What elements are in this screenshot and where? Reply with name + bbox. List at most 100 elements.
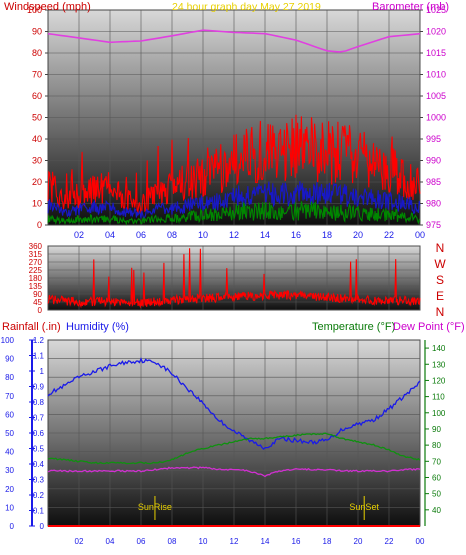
temp-hour-tick-label: 14 bbox=[261, 537, 270, 546]
wind-hour-tick-label: 14 bbox=[260, 230, 270, 240]
temperature-tick-label: 110 bbox=[432, 393, 445, 402]
humidity-tick-label: 60 bbox=[5, 410, 14, 419]
temperature-tick-label: 80 bbox=[432, 441, 441, 450]
temperature-tick-label: 40 bbox=[432, 506, 441, 515]
direction-tick-label: 270 bbox=[29, 258, 43, 267]
humidity-axis-label: Humidity (%) bbox=[66, 321, 129, 333]
humidity-tick-label: 40 bbox=[5, 448, 14, 457]
compass-label: N bbox=[436, 241, 445, 255]
wind-hour-tick-label: 04 bbox=[105, 230, 115, 240]
direction-tick-label: 135 bbox=[29, 282, 43, 291]
windspeed-tick-label: 100 bbox=[27, 5, 42, 15]
sun-event-label: SunSet bbox=[349, 502, 379, 512]
humidity-tick-label: 90 bbox=[5, 355, 14, 364]
humidity-tick-label: 30 bbox=[5, 466, 14, 475]
temperature-tick-label: 100 bbox=[432, 409, 446, 418]
direction-tick-label: 360 bbox=[29, 242, 43, 251]
wind-hour-tick-label: 20 bbox=[353, 230, 363, 240]
compass-label: W bbox=[434, 257, 446, 271]
rainfall-tick-label: 0.6 bbox=[33, 429, 45, 438]
humidity-tick-label: 80 bbox=[5, 373, 14, 382]
wind-panel-axes: 0102030405060708090100975980985990995100… bbox=[27, 5, 446, 240]
wind-hour-tick-label: 06 bbox=[136, 230, 146, 240]
direction-tick-label: 180 bbox=[29, 274, 43, 283]
barometer-tick-label: 1010 bbox=[426, 70, 446, 80]
temperature-series-line bbox=[47, 432, 421, 465]
humidity-tick-label: 50 bbox=[5, 429, 14, 438]
barometer-tick-label: 1025 bbox=[426, 5, 446, 15]
rainfall-tick-label: 1.1 bbox=[33, 352, 45, 361]
barometer-tick-label: 1005 bbox=[426, 91, 446, 101]
compass-label: E bbox=[436, 289, 444, 303]
windspeed-tick-label: 30 bbox=[32, 156, 42, 166]
rainfall-tick-label: 0.8 bbox=[33, 398, 45, 407]
rainfall-tick-label: 0.9 bbox=[33, 383, 45, 392]
barometer-tick-label: 1020 bbox=[426, 27, 446, 37]
temp-hour-tick-label: 18 bbox=[323, 537, 332, 546]
rainfall-tick-label: 0.5 bbox=[33, 445, 45, 454]
humidity-tick-label: 100 bbox=[1, 336, 15, 345]
barometer-tick-label: 1000 bbox=[426, 113, 446, 123]
humidity-series-line bbox=[47, 357, 421, 450]
barometer-tick-label: 985 bbox=[426, 177, 441, 187]
barometer-tick-label: 1015 bbox=[426, 48, 446, 58]
temp-hour-tick-label: 06 bbox=[137, 537, 146, 546]
barometer-axis-label: Barometer (mb) bbox=[372, 1, 449, 13]
rainfall-tick-label: 0.7 bbox=[33, 414, 45, 423]
rainfall-tick-label: 1 bbox=[40, 367, 45, 376]
temperature-tick-label: 130 bbox=[432, 360, 446, 369]
wind_gust-series-line bbox=[47, 114, 421, 214]
compass-label: S bbox=[436, 273, 444, 287]
direction-tick-label: 315 bbox=[29, 250, 43, 259]
temperature-tick-label: 60 bbox=[432, 473, 441, 482]
compass-label: N bbox=[436, 305, 445, 319]
rainfall-tick-label: 0 bbox=[40, 522, 45, 531]
windspeed-axis-label: Windspeed (mph) bbox=[4, 1, 91, 13]
wind-hour-tick-label: 16 bbox=[291, 230, 301, 240]
barometer-tick-label: 990 bbox=[426, 156, 441, 166]
temperature-tick-label: 140 bbox=[432, 344, 446, 353]
wind-hour-tick-label: 18 bbox=[322, 230, 332, 240]
windspeed-tick-label: 60 bbox=[32, 91, 42, 101]
rainfall-tick-label: 0.1 bbox=[33, 507, 45, 516]
sun-event-label: SunRise bbox=[138, 502, 172, 512]
humidity-tick-label: 10 bbox=[5, 503, 14, 512]
direction-panel-series bbox=[47, 248, 421, 309]
direction-tick-label: 225 bbox=[29, 266, 43, 275]
direction-tick-label: 45 bbox=[33, 298, 42, 307]
wind-direction-series-line bbox=[47, 248, 421, 309]
temp-hour-tick-label: 02 bbox=[75, 537, 84, 546]
direction-tick-label: 0 bbox=[38, 306, 43, 315]
wind-hour-tick-label: 12 bbox=[229, 230, 239, 240]
temperature-axis-label: Temperature (°F) bbox=[312, 321, 395, 333]
temp-hour-tick-label: 08 bbox=[168, 537, 177, 546]
rainfall-axis-label: Rainfall (.in) bbox=[2, 321, 61, 333]
rainfall-tick-label: 1.2 bbox=[33, 336, 45, 345]
barometer-tick-label: 975 bbox=[426, 220, 441, 230]
wind-hour-tick-label: 00 bbox=[415, 230, 425, 240]
temp-hour-tick-label: 16 bbox=[292, 537, 301, 546]
temperature-tick-label: 50 bbox=[432, 490, 441, 499]
wind-panel-series bbox=[47, 29, 421, 226]
temperature-tick-label: 120 bbox=[432, 376, 446, 385]
windspeed-tick-label: 20 bbox=[32, 177, 42, 187]
temperature-tick-label: 90 bbox=[432, 425, 441, 434]
rainfall-tick-label: 0.4 bbox=[33, 460, 45, 469]
humidity-tick-label: 20 bbox=[5, 485, 14, 494]
temp-hour-tick-label: 20 bbox=[354, 537, 363, 546]
temp-hour-tick-label: 04 bbox=[106, 537, 115, 546]
wind-hour-tick-label: 10 bbox=[198, 230, 208, 240]
rainfall-tick-label: 0.2 bbox=[33, 491, 45, 500]
wind_avg-series-line bbox=[47, 181, 421, 219]
dew_point-series-line bbox=[47, 466, 421, 478]
humidity-tick-label: 0 bbox=[10, 522, 15, 531]
windspeed-tick-label: 10 bbox=[32, 199, 42, 209]
graph-title: 24 hour graph day May 27 2019 bbox=[172, 1, 321, 13]
rainfall-tick-label: 0.3 bbox=[33, 476, 45, 485]
wind_low-series-line bbox=[47, 201, 421, 226]
barometer-series-line bbox=[47, 29, 421, 53]
direction-tick-label: 90 bbox=[33, 290, 42, 299]
